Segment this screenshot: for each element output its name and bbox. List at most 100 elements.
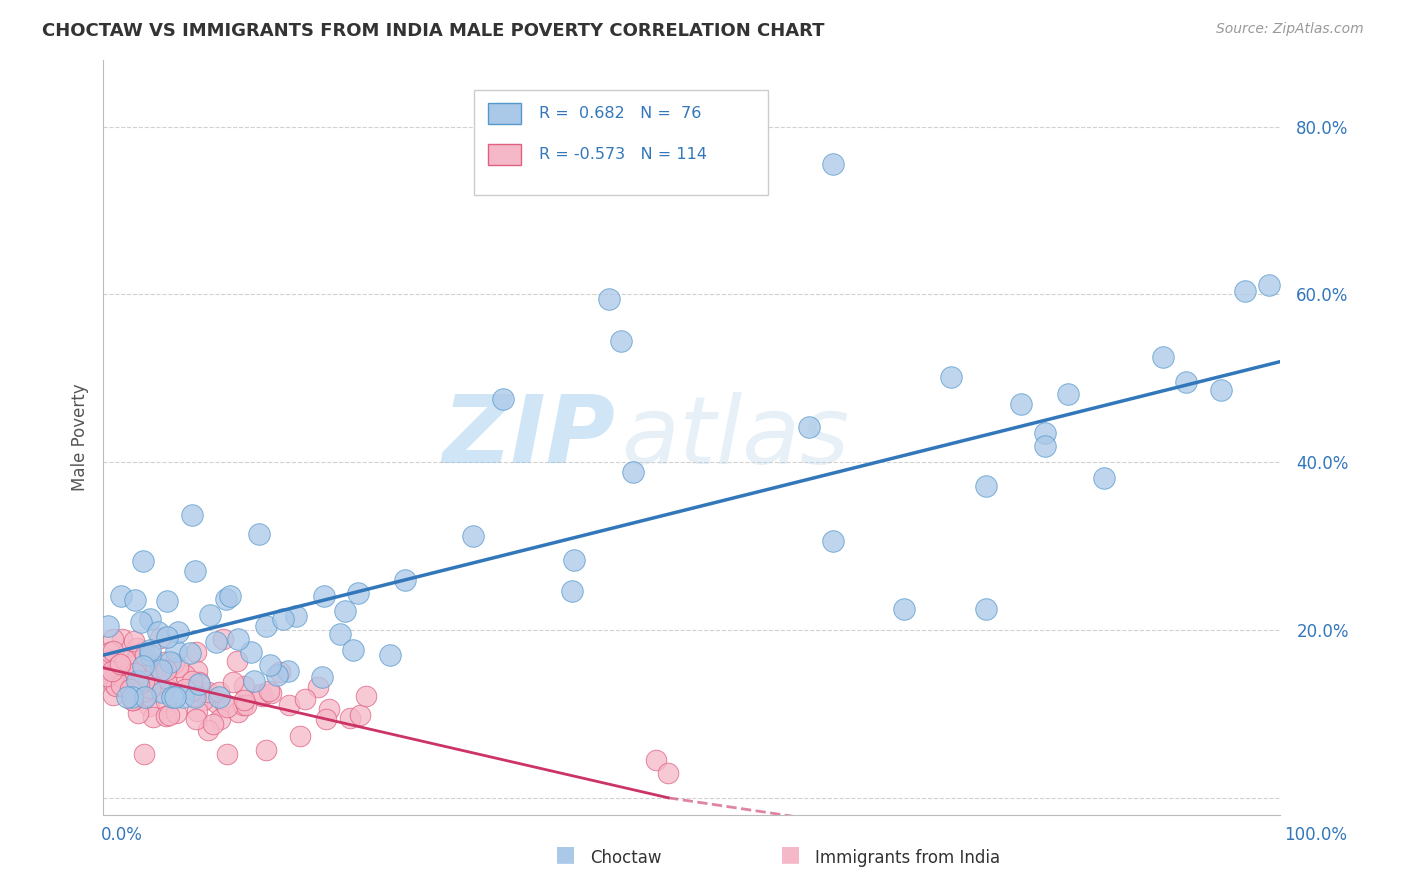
- Point: [181, 681, 204, 695]
- Point: [165, 644, 187, 658]
- Point: [1057, 387, 1080, 401]
- Point: [311, 670, 333, 684]
- Point: [799, 419, 821, 434]
- Point: [98, 653, 121, 667]
- Point: [134, 690, 156, 704]
- Point: [1033, 425, 1056, 440]
- Point: [598, 292, 620, 306]
- Y-axis label: Male Poverty: Male Poverty: [72, 384, 89, 491]
- Point: [1211, 383, 1233, 397]
- Point: [233, 679, 256, 693]
- Point: [179, 646, 201, 660]
- Point: [461, 529, 484, 543]
- Point: [312, 589, 335, 603]
- Point: [197, 723, 219, 738]
- Point: [235, 698, 257, 712]
- Point: [96, 669, 118, 683]
- Point: [290, 729, 312, 743]
- Point: [117, 690, 139, 705]
- Point: [167, 624, 190, 639]
- Point: [134, 690, 156, 704]
- Point: [110, 657, 132, 671]
- Point: [349, 708, 371, 723]
- Point: [254, 743, 277, 757]
- Point: [342, 643, 364, 657]
- Point: [107, 659, 129, 673]
- Point: [132, 645, 155, 659]
- Point: [277, 665, 299, 679]
- Point: [1010, 397, 1032, 411]
- Point: [233, 693, 256, 707]
- Point: [277, 698, 299, 713]
- Point: [101, 632, 124, 647]
- Point: [141, 659, 163, 673]
- Point: [378, 648, 401, 662]
- Point: [173, 668, 195, 682]
- Point: [155, 694, 177, 708]
- Point: [98, 645, 121, 659]
- Point: [307, 681, 329, 695]
- Point: [121, 693, 143, 707]
- Point: [160, 690, 183, 705]
- Point: [124, 634, 146, 648]
- Point: [104, 679, 127, 693]
- Bar: [488, 145, 522, 165]
- Text: R =  0.682   N =  76: R = 0.682 N = 76: [538, 106, 702, 120]
- Text: ■: ■: [780, 845, 800, 864]
- Point: [328, 627, 350, 641]
- Point: [117, 659, 139, 673]
- Point: [104, 662, 127, 676]
- Point: [138, 698, 160, 713]
- Point: [165, 706, 187, 720]
- Point: [129, 615, 152, 630]
- Point: [974, 479, 997, 493]
- Point: [101, 643, 124, 657]
- Point: [153, 656, 176, 670]
- Point: [124, 668, 146, 682]
- Point: [188, 675, 211, 690]
- Point: [974, 602, 997, 616]
- Point: [202, 717, 225, 731]
- Point: [247, 527, 270, 541]
- Point: [103, 662, 125, 676]
- Point: [269, 665, 291, 679]
- Point: [561, 583, 583, 598]
- Text: R = -0.573   N = 114: R = -0.573 N = 114: [538, 147, 707, 162]
- Point: [118, 682, 141, 697]
- Point: [101, 665, 124, 679]
- Point: [187, 677, 209, 691]
- Point: [121, 690, 143, 705]
- Point: [155, 680, 177, 694]
- Point: [94, 662, 117, 676]
- Point: [657, 765, 679, 780]
- Point: [183, 689, 205, 703]
- Point: [156, 594, 179, 608]
- Point: [205, 635, 228, 649]
- Point: [621, 465, 644, 479]
- Point: [173, 682, 195, 697]
- Point: [184, 644, 207, 658]
- Point: [339, 711, 361, 725]
- Point: [156, 630, 179, 644]
- Point: [114, 653, 136, 667]
- Point: [134, 684, 156, 698]
- Point: [240, 645, 263, 659]
- Point: [134, 648, 156, 662]
- Point: [645, 753, 668, 767]
- Point: [394, 573, 416, 587]
- Text: Choctaw: Choctaw: [591, 849, 662, 867]
- Point: [821, 157, 844, 171]
- Point: [128, 677, 150, 691]
- Point: [346, 586, 368, 600]
- Point: [125, 640, 148, 655]
- Text: atlas: atlas: [621, 392, 849, 483]
- Point: [138, 681, 160, 695]
- Point: [125, 673, 148, 688]
- Point: [208, 690, 231, 705]
- Point: [208, 685, 231, 699]
- Point: [1257, 278, 1279, 293]
- Point: [101, 688, 124, 702]
- Point: [215, 592, 238, 607]
- Point: [215, 747, 238, 761]
- Point: [110, 678, 132, 692]
